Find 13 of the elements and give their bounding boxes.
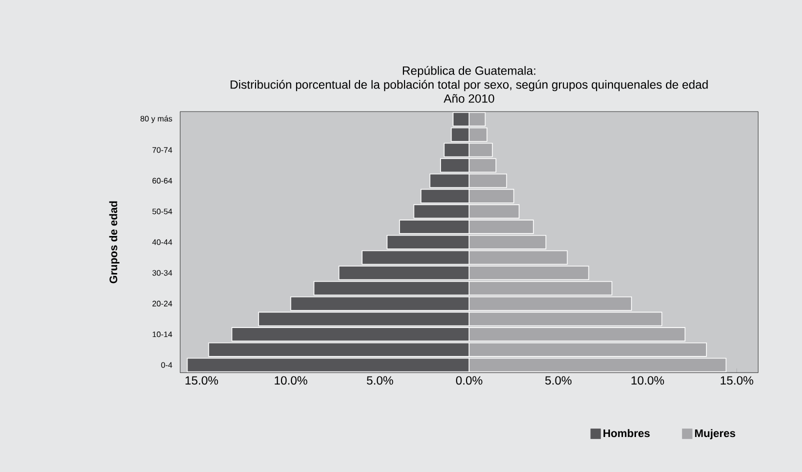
x-tick-label: 5.0% [545,376,572,384]
y-axis-title: Grupos de edad [109,201,120,284]
x-tick-label: 0.0% [456,376,482,384]
x-tick-label: 15.0% [720,376,754,384]
x-tick-label: 10.0% [274,376,308,384]
chart-title: República de Guatemala: [402,66,536,78]
legend-label: Mujeres [695,428,736,440]
x-tick-label: 15.0% [186,376,218,384]
legend-label: Hombres [604,428,650,437]
x-tick-label: 10.0% [632,376,664,384]
text: Año 2010 [444,94,494,103]
chart-subtitle: Distribución porcentual de la población total por sexo, según grupos quinquenales de edad [230,80,708,91]
x-tick-label: 5.0% [366,376,394,384]
